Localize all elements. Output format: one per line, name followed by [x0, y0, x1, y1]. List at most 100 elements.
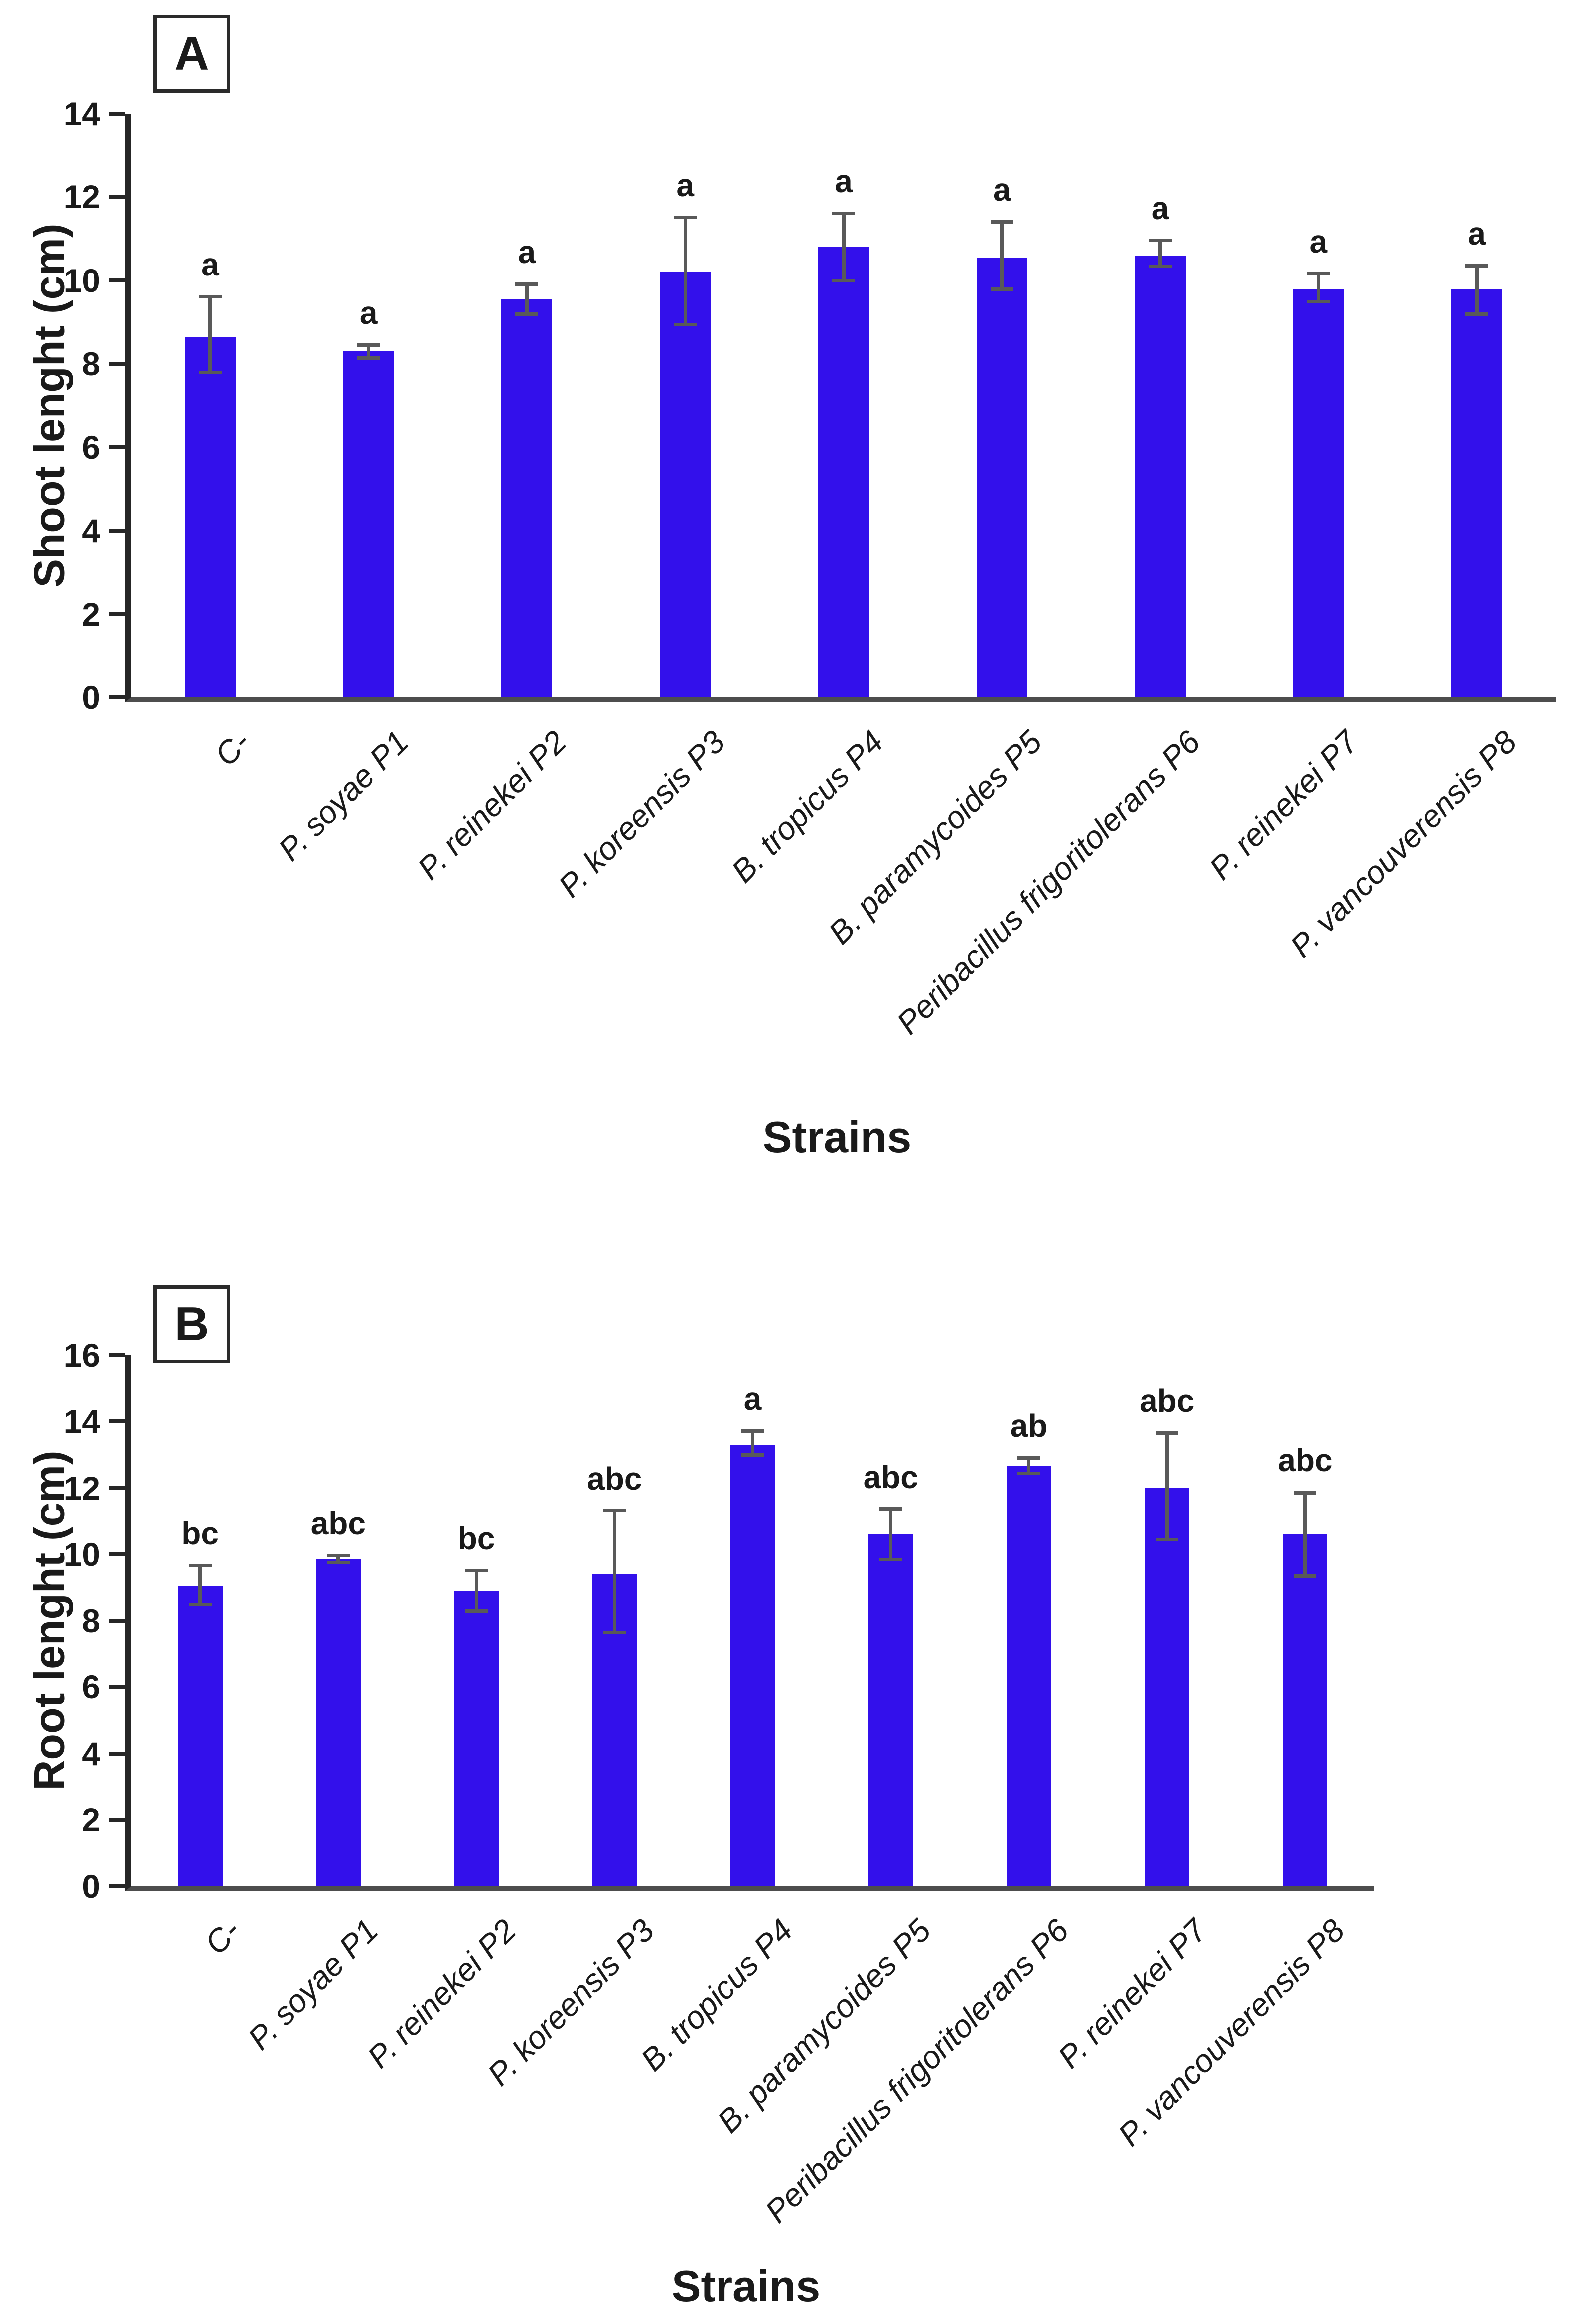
bar	[1283, 1534, 1328, 1886]
error-cap-top	[1465, 264, 1489, 268]
error-bar	[525, 284, 529, 314]
x-category-label: B. tropicus P4	[724, 723, 890, 890]
error-bar	[1475, 266, 1479, 314]
bar	[1135, 255, 1186, 697]
panel-b-x-axis-title: Strains	[671, 2261, 821, 2311]
error-cap-top	[465, 1569, 488, 1573]
error-cap-top	[990, 220, 1013, 224]
y-tick-label: 8	[82, 345, 100, 383]
panel-b: B Root lenght (cm) 0 2 4 6 8 10 12 14 16 bc C-abc P…	[0, 1245, 1589, 2324]
y-tick-label: 2	[82, 1801, 100, 1838]
error-cap-bottom	[198, 371, 222, 375]
y-tick	[109, 695, 125, 699]
x-category-label: P. reinekei P7	[1202, 723, 1365, 887]
error-bar	[474, 1571, 478, 1611]
y-tick	[109, 1817, 125, 1822]
y-tick-label: 14	[63, 1403, 100, 1440]
sig-letter: abc	[587, 1461, 642, 1497]
y-tick	[109, 195, 125, 199]
error-cap-top	[741, 1429, 764, 1433]
sig-letter: a	[359, 294, 378, 331]
bar	[1145, 1488, 1190, 1886]
sig-letter: a	[743, 1381, 762, 1417]
error-cap-top	[198, 295, 222, 299]
y-tick-label: 0	[82, 1868, 100, 1905]
error-cap-top	[879, 1507, 902, 1511]
error-cap-bottom	[1149, 264, 1172, 268]
bar	[501, 299, 553, 697]
bar	[1293, 288, 1344, 697]
sig-letter: a	[1309, 224, 1328, 260]
error-cap-bottom	[1307, 299, 1330, 303]
sig-letter: ab	[1010, 1407, 1048, 1444]
error-cap-top	[357, 343, 380, 347]
error-cap-bottom	[832, 278, 855, 282]
sig-letter: abc	[1140, 1382, 1195, 1419]
y-tick	[109, 362, 125, 366]
x-category-label: P. soyae P1	[271, 723, 416, 868]
y-tick-label: 14	[63, 95, 100, 132]
bar	[660, 272, 711, 697]
panel-a-letter: A	[174, 27, 209, 80]
sig-letter: a	[1151, 190, 1169, 227]
y-tick	[109, 1619, 125, 1623]
error-bar	[198, 1566, 202, 1604]
error-bar	[842, 213, 846, 280]
bar	[343, 351, 394, 697]
error-cap-top	[1017, 1456, 1040, 1460]
bar	[184, 336, 236, 697]
bar	[315, 1559, 361, 1886]
x-category-label: Peribacillus frigoritolerans P6	[758, 1912, 1076, 2230]
x-category-label: P. reinekei P2	[411, 723, 574, 887]
bar	[818, 247, 869, 697]
error-cap-bottom	[357, 356, 380, 360]
error-cap-bottom	[1017, 1471, 1040, 1475]
y-tick	[109, 612, 125, 616]
error-cap-bottom	[188, 1602, 212, 1606]
panel-a: A Shoot lenght (cm) 0 2 4 6 8 10 12 14 a C-a P. so…	[26, 15, 1556, 1162]
y-tick-label: 16	[63, 1337, 100, 1373]
bar	[1451, 288, 1503, 697]
y-tick-label: 4	[82, 1735, 100, 1772]
bar	[730, 1444, 775, 1886]
y-tick	[109, 1353, 125, 1357]
error-bar	[1027, 1458, 1031, 1473]
error-cap-bottom	[741, 1453, 764, 1457]
error-bar	[1158, 241, 1162, 266]
panel-b-plot-area: 0 2 4 6 8 10 12 14 16 bc C-abc P. soyae P1 bc P. rein…	[64, 1337, 1374, 2230]
error-bar	[1303, 1493, 1307, 1576]
y-tick	[109, 278, 125, 282]
bar	[177, 1586, 223, 1886]
x-category-label: P. vancouverensis P8	[1111, 1912, 1352, 2153]
error-cap-bottom	[1465, 312, 1489, 316]
error-bar	[367, 345, 371, 358]
x-category-label: P. soyae P1	[241, 1912, 385, 2056]
y-tick	[109, 529, 125, 533]
y-tick-label: 6	[82, 1668, 100, 1706]
sig-letter: a	[201, 247, 219, 283]
x-category-label: P. koreensis P3	[551, 723, 732, 904]
error-cap-top	[1294, 1491, 1317, 1495]
error-bar	[1165, 1433, 1169, 1539]
error-bar	[1316, 274, 1320, 301]
error-cap-bottom	[465, 1609, 488, 1613]
error-cap-bottom	[1294, 1574, 1317, 1578]
error-cap-bottom	[515, 312, 539, 316]
y-tick-label: 12	[63, 1469, 100, 1506]
error-cap-top	[188, 1564, 212, 1568]
y-tick-label: 2	[82, 595, 100, 633]
error-cap-bottom	[603, 1631, 626, 1635]
error-bar	[208, 297, 212, 373]
y-tick-label: 8	[82, 1602, 100, 1639]
error-bar	[336, 1556, 340, 1563]
error-bar	[1000, 222, 1004, 289]
y-tick	[109, 1751, 125, 1756]
error-cap-top	[1156, 1431, 1179, 1435]
sig-letter: abc	[863, 1459, 918, 1495]
error-cap-top	[326, 1554, 350, 1558]
y-tick-label: 10	[63, 1535, 100, 1573]
sig-letter: abc	[1278, 1442, 1333, 1479]
panel-a-label-box: A	[153, 15, 230, 93]
error-cap-bottom	[879, 1557, 902, 1561]
y-tick-label: 10	[63, 262, 100, 299]
